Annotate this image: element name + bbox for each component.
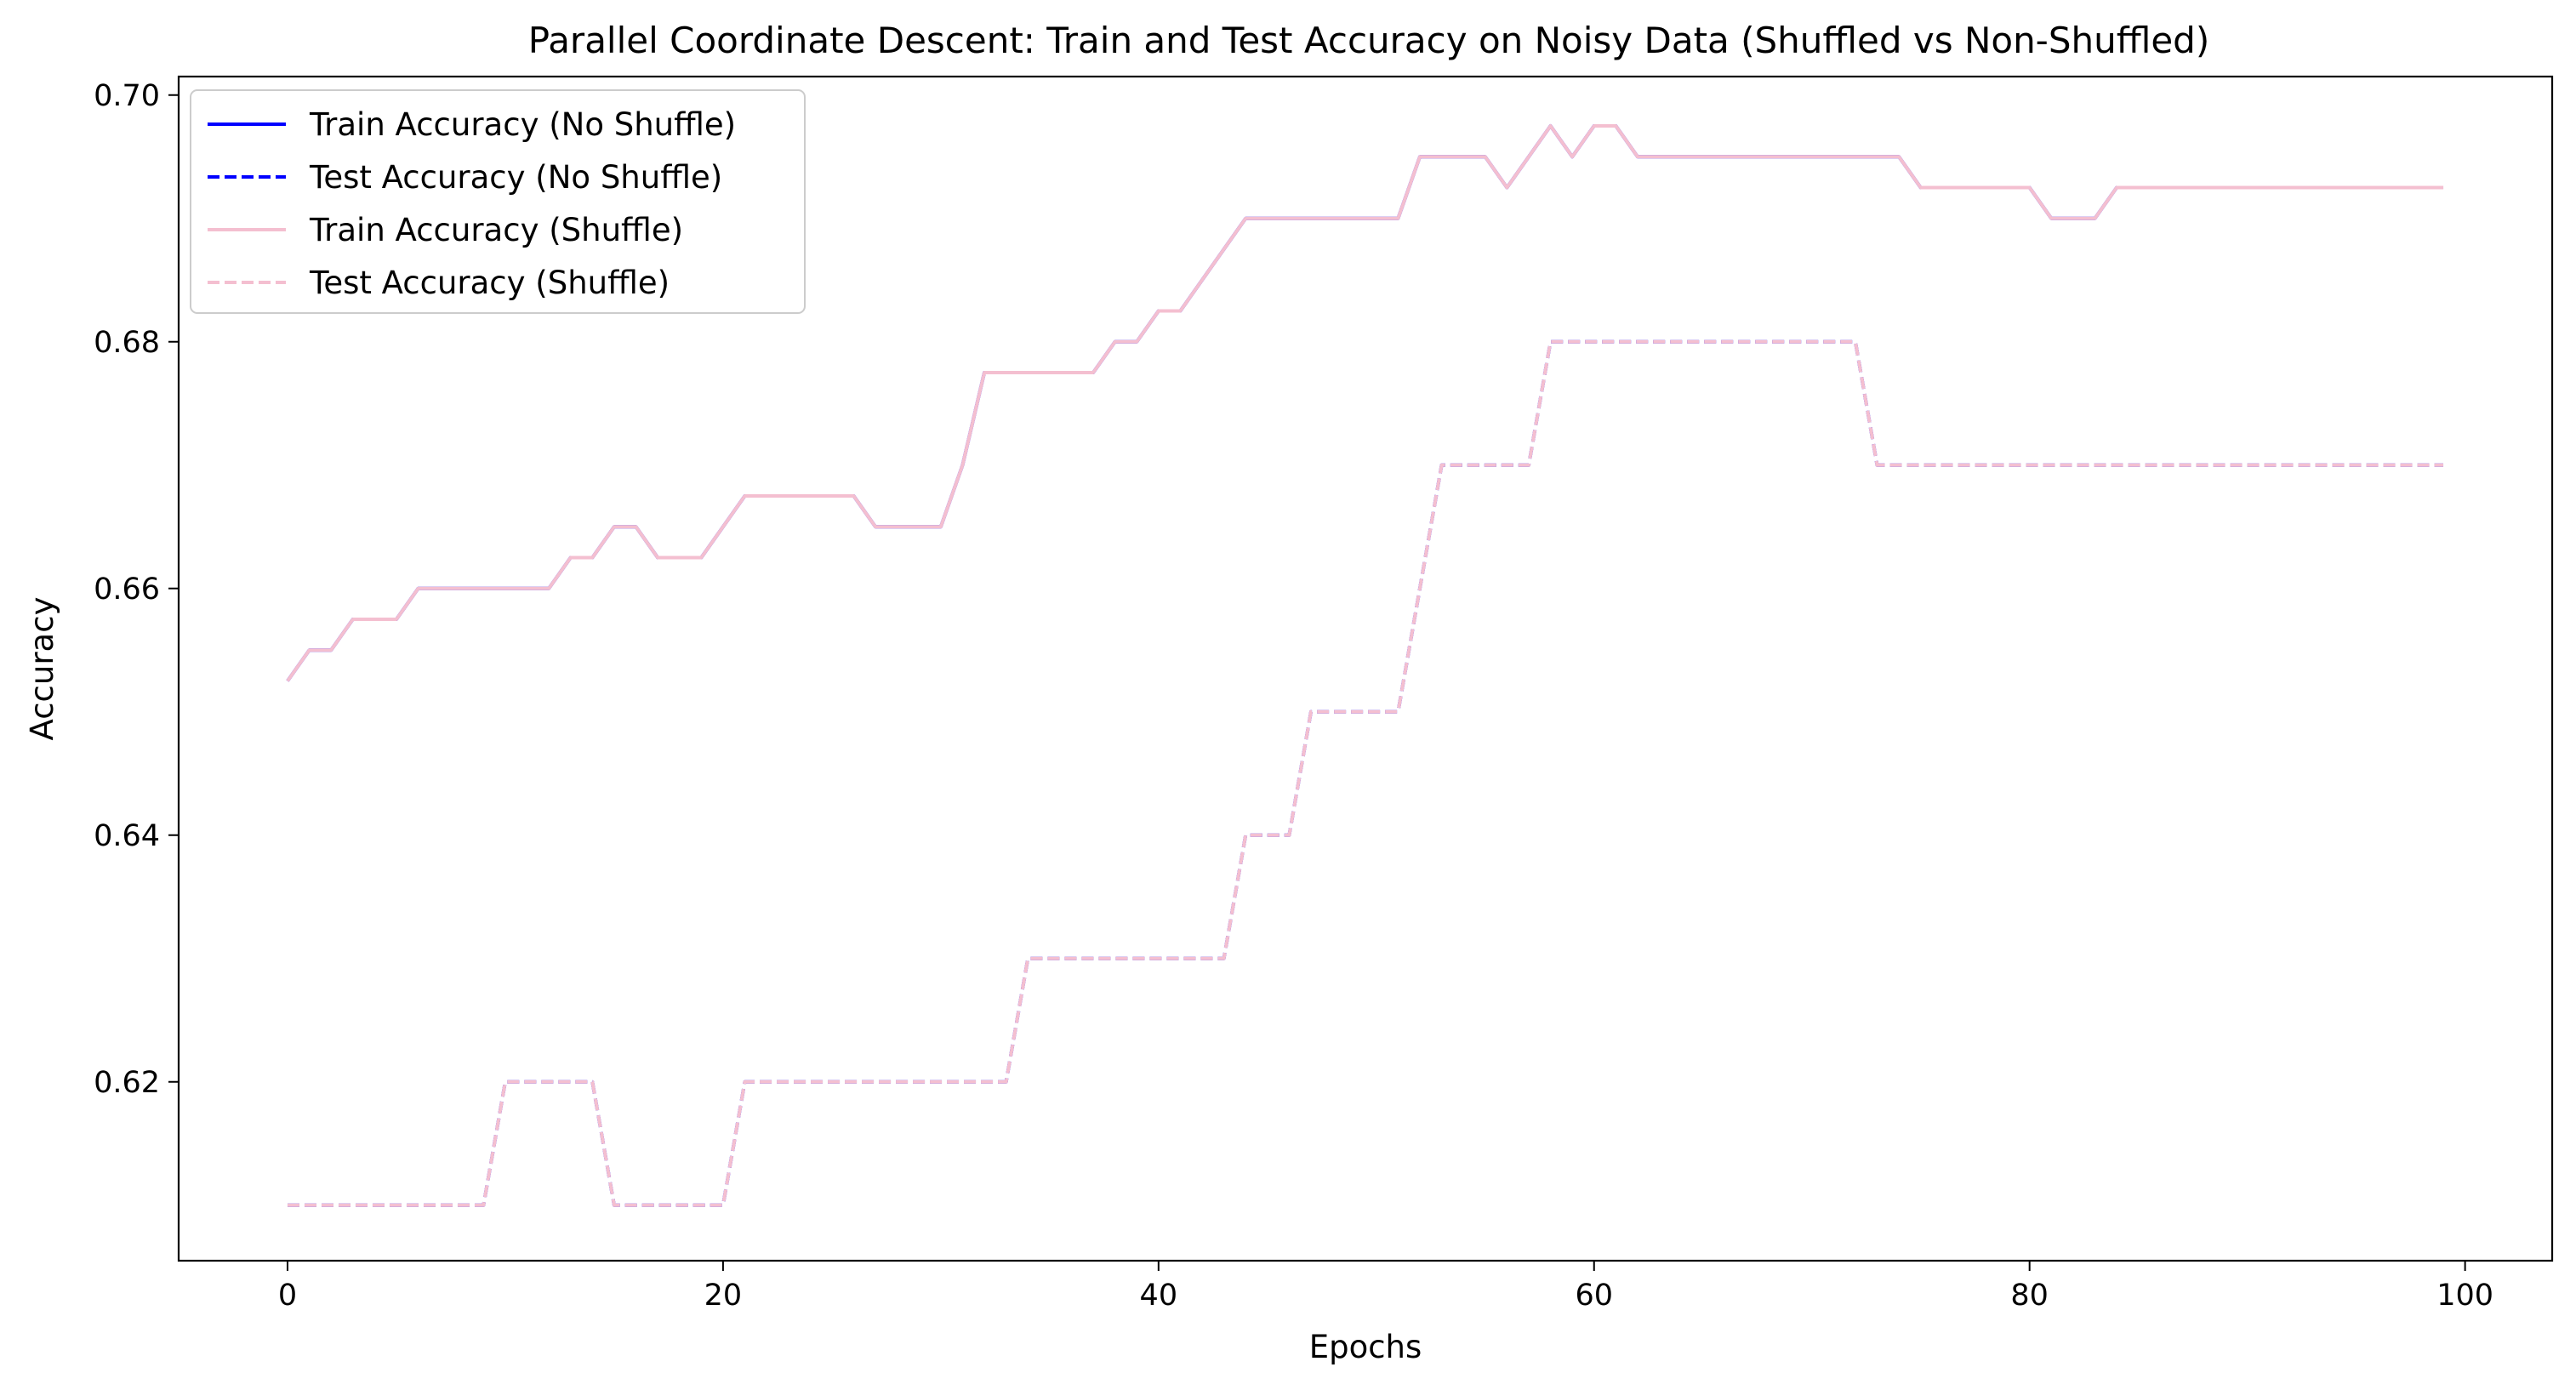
y-tick-label: 0.66 xyxy=(94,573,160,607)
x-tick-label: 100 xyxy=(2436,1279,2493,1313)
x-tick-label: 80 xyxy=(2010,1279,2049,1313)
y-tick-label: 0.68 xyxy=(94,326,160,360)
series-line-2 xyxy=(286,124,2444,682)
plot-frame xyxy=(177,75,2554,1262)
legend-label-1: Test Accuracy (No Shuffle) xyxy=(309,159,722,196)
legend-label-0: Train Accuracy (No Shuffle) xyxy=(309,106,736,143)
x-tick-label: 40 xyxy=(1140,1279,1178,1313)
legend-label-2: Train Accuracy (Shuffle) xyxy=(309,212,683,248)
legend-frame xyxy=(190,89,806,314)
x-axis: 0 20 40 60 80 100 xyxy=(278,1261,2493,1313)
x-tick-label: 20 xyxy=(704,1279,743,1313)
y-tick-label: 0.64 xyxy=(94,819,160,853)
y-axis-label: Accuracy xyxy=(24,597,60,741)
chart-title: Parallel Coordinate Descent: Train and T… xyxy=(528,20,2209,61)
series-layer xyxy=(286,124,2444,1207)
series-line-3 xyxy=(287,339,2444,1207)
legend-entries: Train Accuracy (No Shuffle) Test Accuracy… xyxy=(208,106,736,301)
legend: Train Accuracy (No Shuffle) Test Accuracy… xyxy=(190,89,806,314)
x-tick-label: 0 xyxy=(278,1279,297,1313)
x-tick-label: 60 xyxy=(1575,1279,1613,1313)
x-axis-label: Epochs xyxy=(1309,1329,1422,1365)
y-tick-label: 0.62 xyxy=(94,1066,160,1100)
legend-label-3: Test Accuracy (Shuffle) xyxy=(309,265,670,301)
y-tick-label: 0.70 xyxy=(94,79,160,113)
y-axis: 0.62 0.64 0.66 0.68 0.70 xyxy=(94,79,179,1100)
